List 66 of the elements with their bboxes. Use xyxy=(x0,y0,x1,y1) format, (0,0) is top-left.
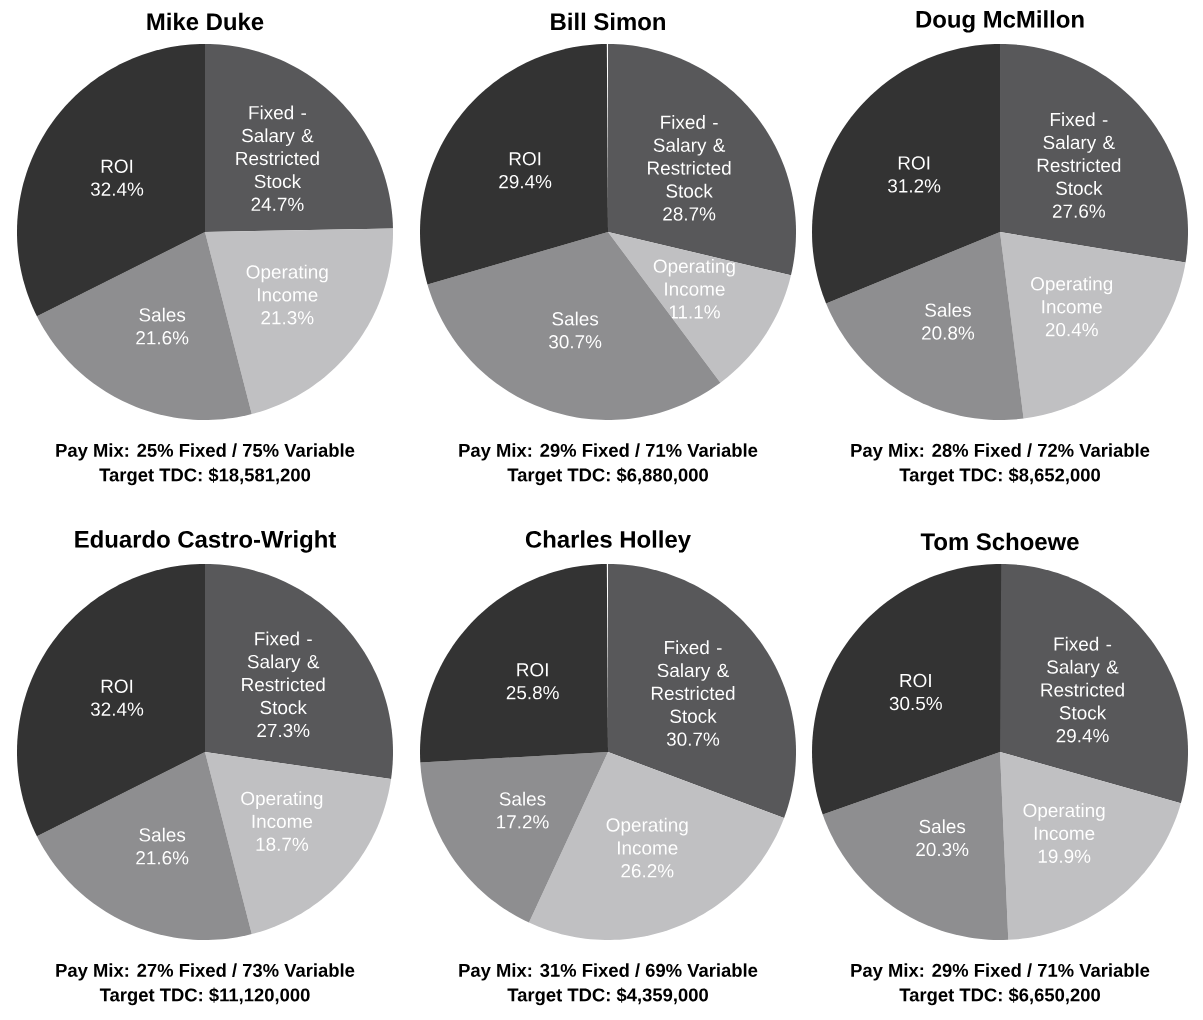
slice-label: Sales xyxy=(499,791,546,806)
data-label: 30.7% xyxy=(666,732,720,746)
slice-label: Fixed - Salary & Restricted Stock xyxy=(1037,112,1121,195)
data-label: 17.2% xyxy=(497,815,549,829)
text: Pay Mix: 29% Fixed / 71% Variable xyxy=(851,963,1150,981)
text: Target TDC: $4,359,000 xyxy=(507,987,708,1006)
slice-label: Sales xyxy=(919,819,966,834)
data-label: 27.3% xyxy=(257,723,310,738)
slice-label: Fixed - Salary & Restricted Stock xyxy=(242,631,325,715)
text: Target TDC: $6,880,000 xyxy=(507,467,708,486)
data-label: 20.4% xyxy=(1045,322,1098,337)
data-label: 29.4% xyxy=(499,174,552,189)
chart-title: Doug McMillon xyxy=(916,10,1084,33)
data-label: 27.6% xyxy=(1052,204,1105,218)
slice-label: Fixed - Salary & Restricted Stock xyxy=(648,115,731,198)
chart-title: Tom Schoewe xyxy=(920,532,1079,551)
data-label: 20.8% xyxy=(922,326,975,340)
text: Pay Mix: 28% Fixed / 72% Variable xyxy=(851,443,1150,461)
data-label: 25.8% xyxy=(506,685,559,700)
data-label: 26.2% xyxy=(621,864,674,878)
slice-label: Sales xyxy=(925,302,971,317)
slice-label: Sales xyxy=(139,307,186,322)
slice-label: ROI xyxy=(101,679,133,693)
data-label: 19.9% xyxy=(1038,849,1091,863)
text: Target TDC: $18,581,200 xyxy=(99,467,311,486)
chart-title: Eduardo Castro-Wright xyxy=(75,530,337,553)
data-label: 28.7% xyxy=(663,207,716,221)
slice-label: Sales xyxy=(139,827,186,842)
slice-label: Operating Income xyxy=(653,258,735,296)
slice-label: ROI xyxy=(517,663,548,677)
text: Pay Mix: 29% Fixed / 71% Variable xyxy=(459,443,758,461)
slice-label: Operating Income xyxy=(1023,803,1105,841)
text: Target TDC: $8,652,000 xyxy=(899,467,1100,486)
slice-label: ROI xyxy=(898,156,930,170)
slice-label: Fixed - Salary & Restricted Stock xyxy=(1041,636,1124,720)
slice-label: ROI xyxy=(509,152,541,166)
data-label: 32.4% xyxy=(90,182,144,196)
slice-label: Operating Income xyxy=(1031,276,1113,314)
text: Target TDC: $6,650,200 xyxy=(899,987,1100,1006)
slice-label: Sales xyxy=(552,311,599,326)
text: Target TDC: $11,120,000 xyxy=(99,987,310,1006)
slice-label: Fixed - Salary & Restricted Stock xyxy=(651,640,735,723)
data-label: 30.5% xyxy=(889,696,942,711)
data-label: 31.2% xyxy=(888,179,941,193)
data-label: 21.6% xyxy=(136,851,189,865)
text: Pay Mix: 27% Fixed / 73% Variable xyxy=(56,963,355,981)
data-label: 18.7% xyxy=(256,837,309,851)
data-label: 11.1% xyxy=(669,305,720,319)
slice-label: Operating Income xyxy=(241,791,323,829)
data-label: 21.6% xyxy=(136,331,189,345)
data-label: 21.3% xyxy=(261,311,314,325)
chart-title: Bill Simon xyxy=(551,12,665,31)
text: Pay Mix: 25% Fixed / 75% Variable xyxy=(56,443,355,461)
chart-title: Charles Holley xyxy=(525,530,691,553)
data-label: 20.3% xyxy=(916,842,969,857)
data-label: 30.7% xyxy=(549,335,602,349)
slice-label: Fixed - Salary & Restricted Stock xyxy=(236,105,319,189)
chart-title: Mike Duke xyxy=(147,12,264,31)
text: Pay Mix: 31% Fixed / 69% Variable xyxy=(459,963,758,981)
slice-label: Operating Income xyxy=(606,817,688,855)
slice-label: Operating Income xyxy=(246,264,328,302)
data-label: 32.4% xyxy=(90,702,144,716)
slice-label: ROI xyxy=(900,673,931,688)
data-label: 29.4% xyxy=(1056,729,1109,743)
data-label: 24.7% xyxy=(251,197,304,211)
slice-label: ROI xyxy=(101,159,133,173)
